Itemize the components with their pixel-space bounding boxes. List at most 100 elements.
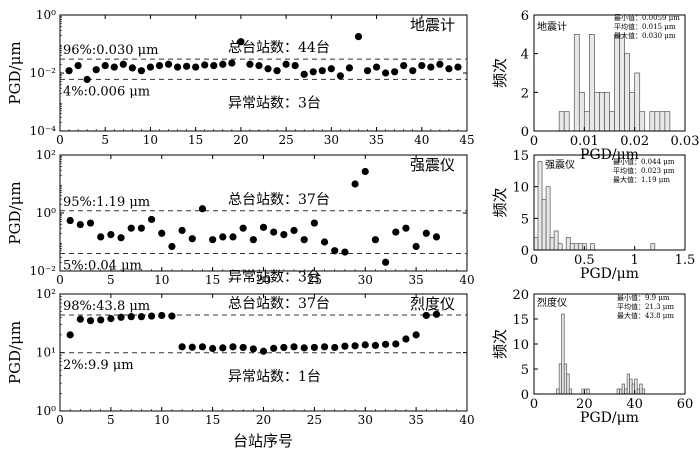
intensity-meter-hist-x-tick-label: 20 bbox=[576, 397, 593, 412]
seismometer-y-tick-label: 10⁻² bbox=[30, 66, 57, 80]
seismometer-hist-stat: 最大值：0.030 μm bbox=[614, 31, 676, 40]
seismometer-y-tick-label: 10⁰ bbox=[36, 8, 56, 22]
seismometer-hist-y-axis-label: 频次 bbox=[491, 58, 509, 88]
intensity-meter-data-point bbox=[402, 335, 410, 343]
seismometer-data-point bbox=[255, 61, 263, 70]
strong-motion-data-point bbox=[392, 228, 400, 236]
seismometer-data-point bbox=[282, 60, 290, 68]
intensity-meter-data-point bbox=[249, 345, 257, 353]
strong-motion-data-point bbox=[341, 248, 349, 256]
intensity-meter-data-point bbox=[280, 343, 288, 352]
strong-motion-hist-y-tick-label: 15 bbox=[512, 149, 529, 164]
seismometer-data-point bbox=[128, 64, 136, 72]
strong-motion-lower-threshold-label: 5%:0.04 μm bbox=[63, 259, 142, 274]
seismometer-y-axis-label: PGD/μm bbox=[6, 41, 24, 104]
strong-motion-data-point bbox=[76, 220, 84, 229]
strong-motion-data-point bbox=[270, 228, 278, 236]
intensity-meter-x-tick-label: 35 bbox=[408, 413, 423, 427]
intensity-meter-y-axis-label: PGD/μm bbox=[6, 321, 24, 384]
seismometer-data-point bbox=[436, 60, 444, 68]
strong-motion-hist-bar bbox=[533, 236, 539, 251]
strong-motion-data-point bbox=[310, 219, 318, 227]
seismometer-hist-stat: 平均值：0.015 μm bbox=[614, 22, 676, 31]
strong-motion-data-point bbox=[127, 224, 135, 232]
intensity-meter-data-point bbox=[422, 311, 430, 320]
seismometer-hist-y-tick-label: 0 bbox=[521, 125, 529, 140]
intensity-meter-hist-stat: 平均值：21.3 μm bbox=[617, 302, 674, 311]
intensity-meter-x-tick-label: 15 bbox=[205, 413, 220, 427]
intensity-meter-data-point bbox=[300, 344, 308, 352]
strong-motion-data-point bbox=[432, 233, 441, 241]
seismometer-hist-bar bbox=[639, 111, 646, 132]
intensity-meter-data-point bbox=[117, 313, 125, 321]
intensity-meter-x-tick-label: 40 bbox=[459, 413, 474, 427]
seismometer-hist-bar bbox=[604, 91, 610, 132]
strong-motion-data-point bbox=[320, 238, 329, 246]
intensity-meter-data-point bbox=[147, 312, 156, 320]
intensity-meter-hist-y-tick-label: 15 bbox=[512, 313, 529, 328]
seismometer-data-point bbox=[164, 60, 173, 68]
seismometer-x-tick-label: 5 bbox=[101, 133, 109, 147]
strong-motion-x-tick-label: 10 bbox=[154, 273, 169, 287]
seismometer-data-point bbox=[228, 59, 236, 67]
seismometer-data-point bbox=[155, 61, 164, 70]
seismometer-hist-y-tick-label: 2 bbox=[521, 86, 529, 101]
seismometer-hist-bar bbox=[573, 33, 580, 132]
seismometer-data-point bbox=[291, 61, 299, 70]
strong-motion-data-point bbox=[422, 229, 430, 237]
intensity-meter-hist-bar bbox=[561, 313, 565, 395]
seismometer-x-tick-label: 15 bbox=[188, 133, 203, 147]
intensity-meter-data-point bbox=[239, 343, 247, 352]
seismometer-data-point bbox=[409, 67, 417, 75]
strong-motion-data-point bbox=[402, 224, 410, 232]
strong-motion-data-point bbox=[229, 233, 237, 241]
intensity-meter-hist-bar bbox=[619, 388, 623, 395]
strong-motion-hist-bar bbox=[545, 186, 551, 251]
strong-motion-data-point bbox=[147, 215, 156, 224]
intensity-meter-data-point bbox=[331, 343, 339, 352]
seismometer-lower-threshold-label: 4%:0.006 μm bbox=[63, 84, 150, 99]
intensity-meter-hist-y-tick-label: 10 bbox=[512, 338, 529, 353]
strong-motion-data-point bbox=[290, 226, 298, 235]
seismometer-x-tick-label: 40 bbox=[414, 133, 429, 147]
seismometer-hist-bar bbox=[578, 91, 585, 132]
seismometer-data-point bbox=[400, 61, 408, 70]
strong-motion-hist-y-axis-label: 频次 bbox=[491, 187, 509, 217]
seismometer-data-point bbox=[318, 67, 326, 75]
seismometer-data-point bbox=[327, 65, 335, 73]
intensity-meter-x-tick-label: 30 bbox=[358, 413, 373, 427]
strong-motion-y-tick-label: 10⁻² bbox=[30, 264, 57, 278]
seismometer-hist-bar bbox=[614, 33, 620, 132]
strong-motion-hist-x-tick-label: 0 bbox=[530, 253, 538, 268]
seismometer-x-tick-label: 45 bbox=[459, 133, 474, 147]
seismometer-hist-bar bbox=[619, 33, 625, 132]
intensity-meter-data-point bbox=[341, 342, 349, 350]
intensity-meter-data-point bbox=[188, 343, 196, 351]
seismometer-x-tick-label: 30 bbox=[324, 133, 339, 147]
seismometer-hist-x-tick-label: 0.01 bbox=[570, 134, 599, 149]
intensity-meter-hist-stat: 最大值：43.8 μm bbox=[617, 311, 674, 320]
seismometer-data-point bbox=[264, 65, 272, 73]
intensity-meter-data-point bbox=[259, 347, 268, 355]
intensity-meter-hist-bar bbox=[621, 383, 625, 395]
seismometer-hist-y-tick-label: 4 bbox=[521, 48, 529, 63]
seismometer-data-point bbox=[445, 65, 453, 73]
seismometer-hist-bar bbox=[589, 33, 595, 132]
intensity-meter-hist-bar bbox=[586, 388, 590, 395]
seismometer-data-point bbox=[336, 72, 344, 80]
strong-motion-hist-y-tick-label: 0 bbox=[521, 244, 529, 259]
intensity-meter-hist-x-tick-label: 0 bbox=[530, 397, 538, 412]
strong-motion-instrument-title: 强震仪 bbox=[410, 156, 455, 174]
strong-motion-data-point bbox=[209, 236, 217, 244]
intensity-meter-data-point bbox=[382, 340, 390, 348]
intensity-meter-hist-bar bbox=[566, 373, 570, 395]
seismometer-y-tick-label: 10⁻⁴ bbox=[30, 124, 57, 138]
strong-motion-hist-bar bbox=[590, 243, 595, 251]
seismometer-data-point bbox=[192, 63, 200, 71]
strong-motion-data-point bbox=[178, 226, 186, 235]
seismometer-hist-y-tick-label: 6 bbox=[521, 9, 529, 24]
seismometer-hist-bar bbox=[629, 91, 636, 132]
intensity-meter-hist-bar bbox=[558, 363, 563, 395]
intensity-meter-hist-y-tick-label: 5 bbox=[521, 363, 529, 378]
strong-motion-data-point bbox=[107, 230, 115, 239]
